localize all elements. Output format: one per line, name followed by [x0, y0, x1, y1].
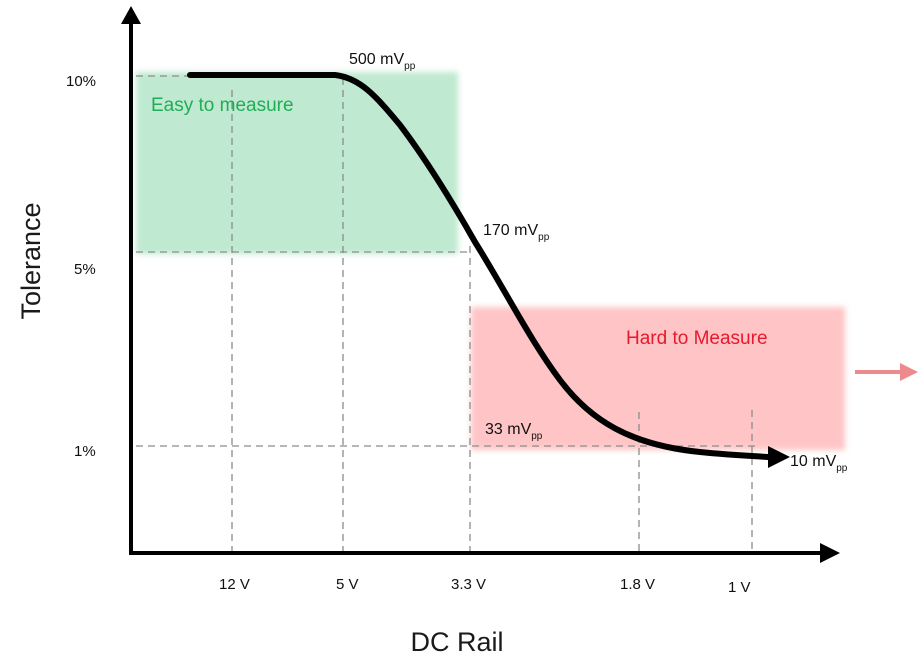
exit-arrow	[855, 363, 918, 381]
x-tick-1v8: 1.8 V	[620, 576, 655, 593]
x-tick-3v3: 3.3 V	[451, 576, 486, 593]
y-axis-arrowhead	[121, 6, 141, 24]
x-tick-1v: 1 V	[728, 579, 751, 596]
tolerance-curve	[187, 72, 771, 460]
easy-zone	[136, 72, 458, 254]
y-tick-1pct: 1%	[74, 443, 96, 460]
y-tick-10pct: 10%	[66, 73, 96, 90]
x-axis-arrowhead	[820, 543, 840, 563]
annotation-10mvpp: 10 mVpp	[790, 453, 848, 474]
annotation-170mvpp: 170 mVpp	[483, 222, 550, 243]
annotation-33mvpp: 33 mVpp	[485, 421, 543, 442]
y-tick-5pct: 5%	[74, 261, 96, 278]
x-axis-title: DC Rail	[410, 627, 503, 657]
annotation-500mvpp: 500 mVpp	[349, 51, 416, 72]
hard-zone-label: Hard to Measure	[626, 328, 768, 349]
hard-zone	[471, 307, 845, 450]
y-axis-title: Tolerance	[16, 202, 46, 319]
curve-arrowhead	[768, 446, 790, 468]
x-tick-12v: 12 V	[219, 576, 250, 593]
x-tick-5v: 5 V	[336, 576, 359, 593]
axes	[121, 6, 840, 563]
easy-zone-label: Easy to measure	[151, 95, 294, 116]
